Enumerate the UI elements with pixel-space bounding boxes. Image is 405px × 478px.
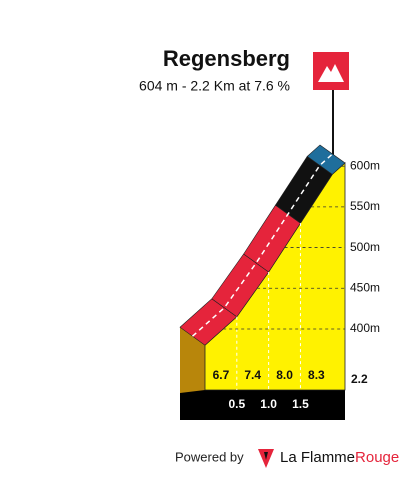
flag — [313, 52, 349, 90]
y-tick-label: 400m — [350, 321, 380, 335]
base-band — [180, 390, 345, 420]
gradient-label: 8.3 — [308, 368, 325, 382]
gradient-label: 7.4 — [244, 368, 261, 382]
powered-by: Powered by — [175, 449, 244, 464]
y-tick-label: 550m — [350, 199, 380, 213]
x-tick-label: 2.2 — [351, 372, 368, 386]
brand-prefix: La Flamme — [280, 449, 355, 466]
brand-suffix: Rouge — [355, 449, 399, 466]
side-face — [180, 327, 205, 393]
profile-area — [204, 162, 346, 391]
chart-title: Regensberg — [163, 46, 290, 71]
chart-subtitle: 604 m - 2.2 Km at 7.6 % — [139, 78, 290, 94]
gradient-label: 6.7 — [213, 368, 230, 382]
x-tick-label: 1.0 — [260, 397, 277, 411]
y-tick-label: 500m — [350, 240, 380, 254]
y-tick-label: 450m — [350, 280, 380, 294]
plot: 6.7 7.4 8.0 8.3 0.5 1.0 1.5 2.2 400m 450m 500m 550m… — [179, 144, 380, 420]
flag-mountain-icon — [318, 64, 344, 82]
x-tick-label: 0.5 — [228, 397, 245, 411]
road-center-line — [191, 153, 334, 337]
brand-logo-mark — [264, 452, 268, 460]
x-tick-label: 1.5 — [292, 397, 309, 411]
gradient-label: 8.0 — [276, 368, 293, 382]
y-tick-label: 600m — [350, 158, 380, 172]
road-segment — [306, 144, 346, 175]
brand-name: La FlammeRouge — [280, 449, 399, 466]
